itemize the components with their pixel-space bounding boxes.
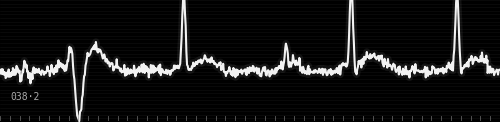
Text: 038·2: 038·2 [10, 92, 40, 102]
